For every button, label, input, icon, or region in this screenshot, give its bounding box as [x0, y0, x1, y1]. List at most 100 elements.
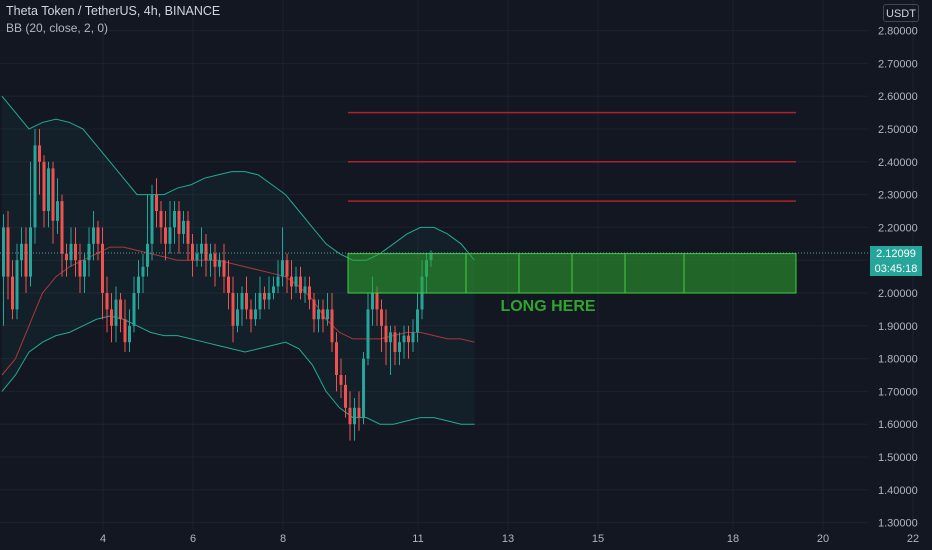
candle-body [249, 309, 253, 320]
candle-body [177, 211, 181, 234]
candle-body [96, 227, 100, 244]
price-tick-label: 1.50000 [878, 452, 918, 464]
price-tick-label: 1.70000 [878, 386, 918, 398]
price-tick-label: 2.80000 [878, 26, 918, 38]
candle-body [119, 299, 122, 320]
candle-body [146, 243, 149, 267]
indicator-label[interactable]: BB (20, close, 2, 0) [6, 21, 109, 35]
price-tick-label: 1.80000 [878, 354, 918, 366]
candle-body [299, 276, 302, 293]
candle-body [353, 407, 356, 425]
candle-body [321, 309, 325, 320]
candle-body [222, 260, 226, 277]
bollinger-upper [1, 95, 475, 261]
candle-body [231, 293, 235, 326]
candle-body [380, 309, 383, 326]
candle-body [411, 332, 415, 343]
candle-body [339, 375, 343, 385]
candle-body [209, 253, 212, 261]
candle-body [366, 309, 370, 359]
candle-body [245, 293, 248, 310]
candle-body [389, 332, 392, 343]
price-tick-label: 1.60000 [878, 419, 918, 431]
candle-body [110, 309, 113, 326]
time-axis[interactable]: 4 6 8 11 13 15 18 20 22 [100, 533, 919, 545]
price-tag-countdown: 03:45:18 [875, 263, 918, 275]
candle-body [294, 276, 298, 287]
candle-body [24, 243, 28, 277]
candle-body [164, 227, 167, 244]
candle-body [281, 260, 284, 277]
time-tick-label: 11 [412, 533, 423, 545]
candle-body [195, 253, 199, 261]
candle-body [56, 201, 59, 221]
candle-body [137, 276, 140, 293]
price-tick-label: 2.40000 [878, 157, 918, 169]
candle-body [375, 293, 379, 310]
candle-body [200, 243, 203, 254]
long-here-label: LONG HERE [500, 298, 595, 315]
candle-body [47, 168, 50, 211]
candle-body [132, 293, 136, 326]
candle-body [312, 299, 316, 320]
price-tick-label: 2.60000 [878, 91, 918, 103]
candle-body [285, 260, 289, 277]
price-tick-label: 2.00000 [878, 288, 918, 300]
candle-body [213, 253, 217, 267]
candle-body [2, 227, 5, 277]
candle-body [123, 319, 127, 343]
price-tick-label: 1.90000 [878, 321, 918, 333]
chart-title[interactable]: Theta Token / TetherUS, 4h, BINANCE [6, 4, 221, 18]
candle-body [326, 309, 329, 320]
candle-body [11, 276, 14, 310]
time-tick-label: 8 [280, 533, 286, 545]
target-levels[interactable] [348, 111, 796, 202]
candle-body [263, 293, 266, 300]
time-tick-label: 13 [502, 533, 514, 545]
candle-body [105, 293, 109, 310]
bollinger-fill [2, 96, 475, 425]
price-axis[interactable]: 2.80000 2.70000 2.60000 2.50000 2.40000 2.300… [878, 26, 918, 530]
long-zone[interactable] [347, 253, 797, 294]
currency-button[interactable]: USDT [883, 4, 919, 22]
candle-body [254, 309, 257, 320]
candle-body [69, 243, 73, 261]
candle-body [308, 286, 311, 300]
price-tag-value: 2.12099 [876, 248, 916, 260]
candle-body [303, 286, 307, 293]
bollinger-lower [1, 315, 475, 425]
candle-body [20, 243, 23, 261]
price-tick-label: 2.30000 [878, 190, 918, 202]
candle-body [182, 220, 185, 234]
candle-body [290, 276, 293, 287]
candle-body [114, 299, 118, 326]
candle-body [357, 407, 361, 418]
candle-body [42, 161, 46, 211]
candle-body [150, 194, 154, 244]
candle-body [335, 342, 338, 375]
price-tag: 2.12099 03:45:18 [870, 246, 922, 276]
price-tick-label: 2.70000 [878, 58, 918, 70]
candle-body [317, 309, 320, 320]
time-tick-label: 18 [727, 533, 739, 545]
candle-body [416, 309, 419, 333]
candle-body [155, 194, 158, 211]
candle-body [330, 309, 334, 343]
candle-body [159, 211, 163, 228]
candle-body [6, 227, 10, 277]
candle-body [402, 335, 406, 343]
candle-body [83, 260, 86, 277]
candle-body [186, 220, 190, 244]
candle-body [371, 293, 374, 310]
candles [2, 129, 433, 441]
candle-body [276, 276, 280, 287]
candle-body [65, 253, 68, 261]
candle-body [29, 227, 32, 277]
candle-body [141, 266, 145, 277]
candle-body [191, 243, 194, 261]
candle-body [15, 260, 19, 310]
candle-body [92, 227, 95, 244]
candle-body [236, 309, 239, 326]
candle-body [218, 260, 221, 267]
